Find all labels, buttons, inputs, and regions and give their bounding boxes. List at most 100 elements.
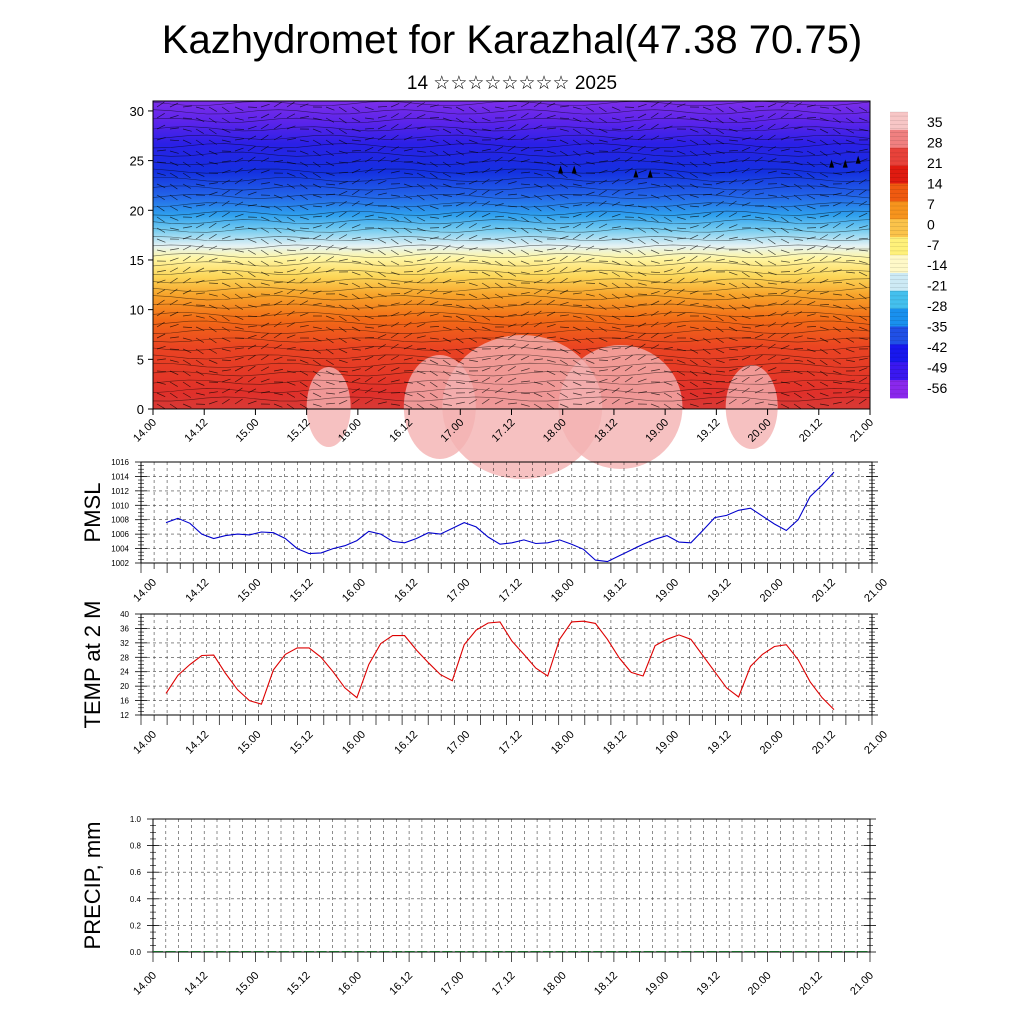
wind-barb: [442, 315, 452, 318]
wind-barb: [728, 304, 737, 311]
wind-barb: [234, 398, 243, 405]
y-tick-label: 15: [130, 253, 144, 268]
wind-barb: [169, 150, 179, 154]
wind-barb: [819, 278, 829, 284]
wind-barb: [663, 249, 674, 252]
wind-barb: [208, 117, 217, 124]
wind-barb: [208, 233, 217, 240]
wind-barb: [403, 345, 413, 350]
wind-barb: [676, 205, 686, 211]
colorbar-swatch: [890, 147, 908, 167]
wind-barb: [416, 216, 426, 222]
wind-barb: [832, 233, 841, 240]
wind-barb: [559, 337, 569, 341]
colorbar-swatch: [890, 237, 908, 256]
wind-barb: [325, 212, 335, 218]
wind-barb: [845, 200, 854, 207]
wind-barb: [299, 139, 309, 143]
wind-barb: [364, 202, 374, 207]
wind-barb: [598, 189, 607, 196]
wind-barb: [195, 204, 205, 207]
x-tick-label: 14.00: [131, 970, 159, 998]
x-tick-label: 19.00: [643, 970, 671, 998]
wind-barb: [585, 370, 595, 374]
wind-barb: [715, 399, 725, 405]
wind-barb: [429, 359, 439, 365]
precip-bar: [241, 951, 252, 952]
precip-bar: [832, 951, 843, 952]
wind-barb: [481, 178, 490, 185]
wind-barb: [663, 125, 673, 130]
wind-barb: [650, 227, 659, 234]
wind-barb: [858, 148, 868, 152]
x-tick-label: 19.12: [695, 417, 723, 445]
wind-barb: [702, 193, 713, 196]
wind-barb: [858, 249, 868, 252]
wind-barb: [377, 401, 387, 405]
wind-barb: [858, 282, 867, 288]
wind-barb: [429, 205, 439, 210]
wind-barb: [247, 334, 257, 339]
wind-barb: [364, 106, 374, 111]
wind-barb: [520, 301, 530, 306]
wind-barb: [780, 124, 789, 130]
wind-barb: [273, 369, 283, 372]
wind-barb: [806, 370, 815, 377]
wind-barb: [455, 245, 464, 251]
wind-barb: [273, 332, 282, 339]
wind-barb: [169, 227, 179, 231]
wind-barb: [624, 354, 633, 361]
wind-barb: [403, 300, 412, 306]
wind-barb: [676, 403, 685, 409]
wind-barb: [325, 337, 334, 344]
wind-barb: [429, 104, 439, 108]
precip-bar: [769, 951, 780, 952]
wind-barb: [754, 227, 764, 232]
wind-barb: [650, 290, 660, 295]
wind-barb: [559, 105, 569, 108]
wind-barb: [416, 268, 426, 273]
wind-barb: [286, 322, 296, 328]
wind-barb: [585, 128, 594, 135]
wind-barb: [819, 224, 829, 229]
wind-barb: [416, 161, 426, 166]
wind-barb: [325, 268, 335, 273]
wind-barb: [221, 117, 230, 123]
wind-barb: [728, 315, 737, 322]
wind-barb: [858, 168, 868, 174]
wind-barb: [819, 392, 829, 397]
wind-barb: [533, 310, 542, 317]
wind-barb: [364, 117, 374, 120]
wind-barb: [507, 313, 517, 317]
wind-barb: [390, 403, 400, 406]
wind-barb: [546, 336, 556, 339]
wind-barb: [234, 138, 244, 141]
wind-barb: [195, 292, 205, 295]
x-tick-label: 21.00: [862, 729, 890, 757]
wind-barb: [819, 304, 830, 306]
wind-barb: [481, 168, 491, 174]
wind-barb: [676, 359, 686, 364]
wind-barb: [208, 400, 218, 405]
wind-barb: [598, 337, 608, 342]
wind-barb: [351, 117, 361, 123]
wind-barb: [598, 211, 607, 218]
wind-barb: [234, 376, 243, 383]
wind-barb: [221, 160, 231, 163]
wind-barb: [741, 355, 751, 361]
wind-barb: [156, 299, 165, 306]
x-tick-label: 14.00: [131, 729, 159, 757]
wind-barb: [494, 345, 504, 350]
chart-subtitle: 14 ☆☆☆☆☆☆☆☆ 2025: [406, 73, 618, 94]
wind-barb: [780, 238, 790, 244]
wind-barb: [481, 367, 491, 372]
precip-bar: [278, 951, 289, 952]
contour-line: [152, 236, 871, 242]
wind-barb: [533, 205, 542, 212]
y-tick-label: 24: [120, 668, 129, 677]
precip-bar: [517, 951, 528, 952]
wind-barb: [390, 302, 400, 306]
wind-barb: [442, 172, 452, 178]
precip-bar: [467, 951, 478, 952]
wind-barb: [455, 281, 466, 284]
